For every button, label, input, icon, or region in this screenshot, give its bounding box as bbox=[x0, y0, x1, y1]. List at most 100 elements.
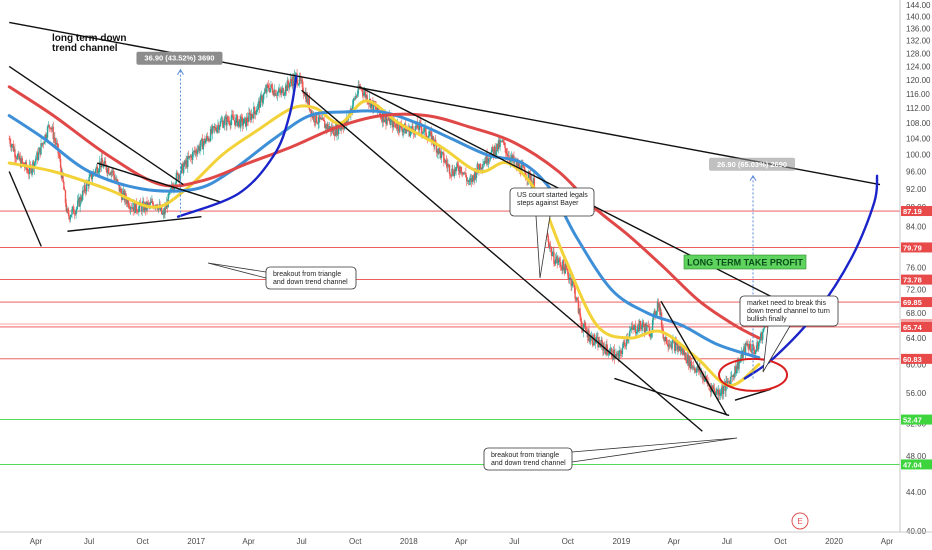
trendline-triangle-2019-lower[interactable] bbox=[614, 377, 730, 417]
x-tick-label: Apr bbox=[242, 537, 255, 546]
candle bbox=[70, 214, 72, 218]
trendline-channel-2016-lower[interactable] bbox=[8, 171, 42, 247]
time-axis[interactable]: Apr Jul Oct 2017 Apr Jul Oct 2018 Apr Jul Oct 2019 A… bbox=[0, 531, 932, 546]
candle bbox=[571, 279, 574, 288]
trendline-triangle-2019-upper[interactable] bbox=[660, 300, 728, 416]
candle bbox=[256, 108, 258, 112]
candle bbox=[484, 156, 487, 164]
trendline-breakout-line-2019[interactable] bbox=[734, 388, 772, 401]
candle bbox=[717, 385, 720, 401]
candle bbox=[569, 274, 571, 281]
candle bbox=[231, 110, 234, 118]
candle bbox=[585, 321, 587, 333]
candle bbox=[17, 150, 19, 157]
candle bbox=[236, 114, 238, 123]
candle bbox=[194, 149, 196, 158]
candle bbox=[721, 382, 723, 399]
candle bbox=[381, 111, 384, 128]
y-tick-label: 96.00 bbox=[906, 167, 927, 176]
candle bbox=[570, 277, 572, 292]
curve-blue-arc-2016[interactable] bbox=[176, 75, 298, 218]
candle bbox=[492, 144, 494, 152]
candle bbox=[560, 264, 562, 271]
candle bbox=[200, 137, 203, 141]
candle bbox=[579, 303, 581, 321]
candle bbox=[695, 366, 698, 377]
candle bbox=[282, 87, 284, 97]
candle bbox=[234, 120, 236, 130]
candle bbox=[497, 136, 500, 154]
level-tag: 65.74 bbox=[901, 321, 932, 332]
trendline-triangle-2016-upper[interactable] bbox=[96, 162, 223, 204]
candle bbox=[642, 319, 645, 328]
earnings-marker[interactable]: E bbox=[791, 512, 809, 530]
measure-tools: 36.90 (43.52%) 3690 26.90 (65.03%) 2690 bbox=[136, 51, 796, 379]
candle bbox=[669, 339, 671, 349]
candle bbox=[203, 138, 205, 145]
candle bbox=[651, 317, 654, 338]
candle bbox=[553, 246, 555, 267]
candle bbox=[199, 140, 201, 156]
x-tick-label: Apr bbox=[881, 537, 894, 546]
candle bbox=[260, 90, 262, 101]
candle bbox=[264, 84, 266, 93]
candle bbox=[654, 308, 656, 321]
candle bbox=[137, 208, 139, 213]
take-profit-label: LONG TERM TAKE PROFIT bbox=[687, 258, 803, 268]
candle bbox=[711, 384, 713, 390]
candle bbox=[585, 326, 588, 332]
candle bbox=[49, 126, 51, 130]
trendline-channel-2017-lower[interactable] bbox=[301, 89, 703, 432]
candle bbox=[309, 109, 311, 111]
candle bbox=[75, 208, 77, 219]
candle bbox=[647, 324, 649, 327]
candle bbox=[18, 151, 20, 161]
trendline-triangle-2016-lower[interactable] bbox=[67, 215, 202, 232]
candle bbox=[216, 126, 218, 134]
candle bbox=[461, 172, 464, 178]
candle bbox=[556, 254, 558, 269]
candle bbox=[649, 334, 651, 340]
candle bbox=[320, 117, 322, 120]
candle bbox=[549, 241, 552, 253]
trendline-channel-2016-upper[interactable] bbox=[8, 65, 184, 186]
candle bbox=[188, 155, 191, 160]
candle bbox=[250, 108, 253, 123]
candle bbox=[368, 102, 370, 110]
candle bbox=[249, 110, 252, 124]
candle bbox=[441, 151, 443, 155]
candle bbox=[762, 328, 765, 333]
candle bbox=[211, 123, 213, 140]
candle bbox=[356, 90, 359, 98]
moving-average-line bbox=[7, 85, 761, 340]
level-tag: 79.79 bbox=[901, 242, 932, 253]
candle bbox=[114, 174, 116, 181]
candle bbox=[275, 93, 277, 96]
curve-blue-arc-2019[interactable] bbox=[743, 174, 879, 380]
measure-tool[interactable]: 26.90 (65.03%) 2690 bbox=[709, 157, 796, 379]
level-tag: 87.19 bbox=[901, 206, 932, 217]
candle bbox=[451, 164, 453, 178]
chart-title-line-1: long term down bbox=[52, 33, 126, 44]
candle bbox=[562, 259, 564, 274]
candle bbox=[463, 171, 465, 176]
candle bbox=[748, 343, 750, 354]
candle bbox=[51, 123, 54, 133]
candle bbox=[219, 117, 222, 128]
candle bbox=[65, 198, 67, 213]
trendline-long-term-upper[interactable] bbox=[9, 21, 881, 186]
level-tag: 73.78 bbox=[901, 274, 932, 285]
level-tag-label: 73.78 bbox=[903, 276, 922, 285]
candle bbox=[415, 125, 417, 130]
candle bbox=[54, 131, 56, 147]
measure-tool[interactable]: 36.90 (43.52%) 3690 bbox=[136, 51, 223, 217]
candle bbox=[753, 342, 755, 354]
candle bbox=[222, 120, 225, 129]
candle bbox=[217, 119, 219, 134]
candle bbox=[100, 153, 103, 172]
